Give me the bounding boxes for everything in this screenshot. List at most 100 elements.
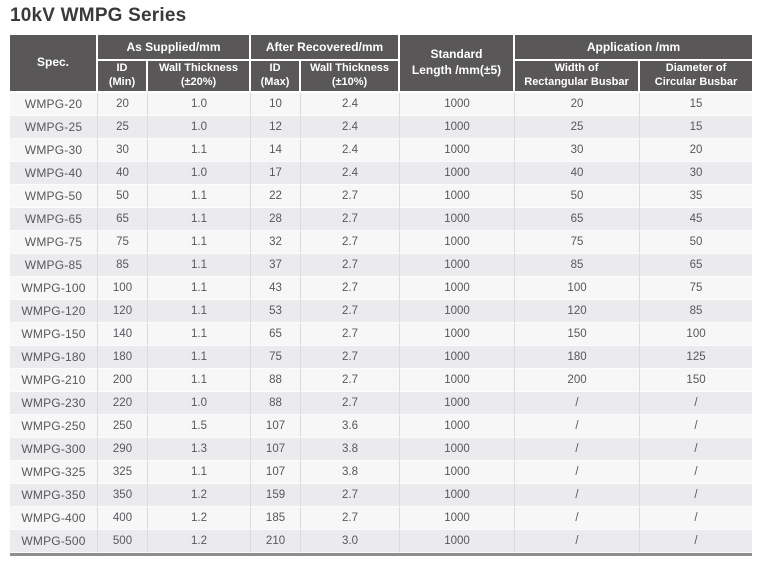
- table-row: WMPG-300 290 1.3 107 3.8 1000//: [10, 438, 753, 461]
- cell-id-max: 88: [251, 392, 302, 415]
- cell-standard-length: 1000: [400, 346, 516, 369]
- cell-standard-length: 1000: [400, 507, 516, 530]
- cell-id-max: 32: [251, 231, 302, 254]
- header-diameter-circular-busbar: Diameter of Circular Busbar: [640, 61, 753, 93]
- cell-id-min: 500: [98, 530, 148, 553]
- cell-standard-length: 1000: [400, 254, 516, 277]
- cell-wall-thickness-10: 3.0: [301, 530, 401, 553]
- cell-wall-thickness-10: 2.4: [301, 93, 401, 116]
- table-row: WMPG-65 65 1.1 28 2.7 1000 65 45: [10, 208, 753, 231]
- cell-wall-thickness-20: 1.1: [148, 461, 252, 484]
- cell-width-rectangular-busbar: /: [515, 507, 641, 530]
- header-width-rectangular-busbar: Width of Rectangular Busbar: [515, 61, 641, 93]
- cell-width-rectangular-busbar: 40: [515, 162, 641, 185]
- cell-standard-length: 1000: [400, 461, 516, 484]
- cell-wall-thickness-10: 2.7: [301, 369, 401, 392]
- cell-diameter-circular-busbar: 75: [640, 277, 753, 300]
- cell-wall-thickness-20: 1.2: [148, 507, 252, 530]
- cell-wall-thickness-10: 2.7: [301, 323, 401, 346]
- cell-id-max: 12: [251, 116, 302, 139]
- cell-wall-thickness-10: 2.7: [301, 346, 401, 369]
- cell-width-rectangular-busbar: /: [515, 484, 641, 507]
- cell-standard-length: 1000: [400, 530, 516, 553]
- cell-diameter-circular-busbar: 15: [640, 116, 753, 139]
- cell-spec: WMPG-85: [10, 254, 98, 277]
- cell-id-min: 250: [98, 415, 148, 438]
- cell-diameter-circular-busbar: /: [640, 438, 753, 461]
- cell-wall-thickness-20: 1.0: [148, 93, 252, 116]
- table-row: WMPG-30 30 1.1 14 2.4 1000 30 20: [10, 139, 753, 162]
- cell-id-min: 140: [98, 323, 148, 346]
- cell-width-rectangular-busbar: 75: [515, 231, 641, 254]
- cell-spec: WMPG-65: [10, 208, 98, 231]
- header-width-rectangular-busbar-line1: Width of: [554, 62, 599, 75]
- cell-id-max: 17: [251, 162, 302, 185]
- table-row: WMPG-180 180 1.1 75 2.7 1000 180 125: [10, 346, 753, 369]
- cell-standard-length: 1000: [400, 323, 516, 346]
- cell-standard-length: 1000: [400, 277, 516, 300]
- cell-wall-thickness-10: 2.7: [301, 300, 401, 323]
- cell-width-rectangular-busbar: /: [515, 461, 641, 484]
- cell-wall-thickness-20: 1.1: [148, 139, 252, 162]
- cell-standard-length: 1000: [400, 484, 516, 507]
- cell-standard-length: 1000: [400, 231, 516, 254]
- cell-diameter-circular-busbar: 125: [640, 346, 753, 369]
- cell-wall-thickness-10: 3.8: [301, 438, 401, 461]
- cell-standard-length: 1000: [400, 93, 516, 116]
- cell-standard-length: 1000: [400, 415, 516, 438]
- cell-id-max: 43: [251, 277, 302, 300]
- cell-id-max: 37: [251, 254, 302, 277]
- cell-id-max: 28: [251, 208, 302, 231]
- cell-id-max: 210: [251, 530, 302, 553]
- cell-spec: WMPG-350: [10, 484, 98, 507]
- cell-standard-length: 1000: [400, 139, 516, 162]
- cell-id-min: 50: [98, 185, 148, 208]
- header-id-max: ID (Max): [251, 61, 302, 93]
- cell-diameter-circular-busbar: 65: [640, 254, 753, 277]
- cell-wall-thickness-10: 2.7: [301, 185, 401, 208]
- table-row: WMPG-150 140 1.1 65 2.7 1000 150 100: [10, 323, 753, 346]
- cell-id-min: 20: [98, 93, 148, 116]
- cell-spec: WMPG-325: [10, 461, 98, 484]
- header-wall-thickness-10-line2: (±10%): [331, 76, 368, 88]
- header-spec: Spec.: [10, 35, 98, 93]
- table-row: WMPG-210 200 1.1 88 2.7 1000 200 150: [10, 369, 753, 392]
- header-group-application: Application /mm: [515, 35, 753, 61]
- cell-wall-thickness-20: 1.1: [148, 277, 252, 300]
- cell-wall-thickness-20: 1.2: [148, 484, 252, 507]
- cell-spec: WMPG-40: [10, 162, 98, 185]
- cell-id-min: 290: [98, 438, 148, 461]
- header-sub-row: ID (Min) Wall Thickness (±20%) ID (Max) …: [10, 61, 753, 93]
- cell-id-max: 75: [251, 346, 302, 369]
- cell-id-min: 325: [98, 461, 148, 484]
- header-group-as-supplied: As Supplied/mm: [98, 35, 252, 61]
- cell-standard-length: 1000: [400, 162, 516, 185]
- cell-spec: WMPG-180: [10, 346, 98, 369]
- header-wall-thickness-20: Wall Thickness (±20%): [148, 61, 252, 93]
- cell-diameter-circular-busbar: 30: [640, 162, 753, 185]
- cell-wall-thickness-20: 1.2: [148, 530, 252, 553]
- cell-width-rectangular-busbar: 65: [515, 208, 641, 231]
- cell-spec: WMPG-300: [10, 438, 98, 461]
- cell-width-rectangular-busbar: /: [515, 530, 641, 553]
- cell-diameter-circular-busbar: 150: [640, 369, 753, 392]
- table-header: Spec. As Supplied/mm After Recovered/mm …: [10, 35, 753, 93]
- cell-diameter-circular-busbar: 45: [640, 208, 753, 231]
- cell-diameter-circular-busbar: /: [640, 507, 753, 530]
- cell-width-rectangular-busbar: /: [515, 415, 641, 438]
- spec-table: Spec. As Supplied/mm After Recovered/mm …: [10, 35, 753, 556]
- cell-spec: WMPG-20: [10, 93, 98, 116]
- cell-wall-thickness-10: 2.7: [301, 231, 401, 254]
- cell-wall-thickness-20: 1.1: [148, 369, 252, 392]
- cell-width-rectangular-busbar: /: [515, 392, 641, 415]
- cell-wall-thickness-20: 1.5: [148, 415, 252, 438]
- cell-diameter-circular-busbar: /: [640, 461, 753, 484]
- table-row: WMPG-40 40 1.0 17 2.4 1000 40 30: [10, 162, 753, 185]
- cell-standard-length: 1000: [400, 116, 516, 139]
- cell-id-min: 180: [98, 346, 148, 369]
- cell-standard-length: 1000: [400, 438, 516, 461]
- cell-wall-thickness-20: 1.1: [148, 208, 252, 231]
- cell-wall-thickness-20: 1.0: [148, 392, 252, 415]
- table-row: WMPG-500 500 1.2 210 3.0 1000//: [10, 530, 753, 553]
- cell-id-max: 53: [251, 300, 302, 323]
